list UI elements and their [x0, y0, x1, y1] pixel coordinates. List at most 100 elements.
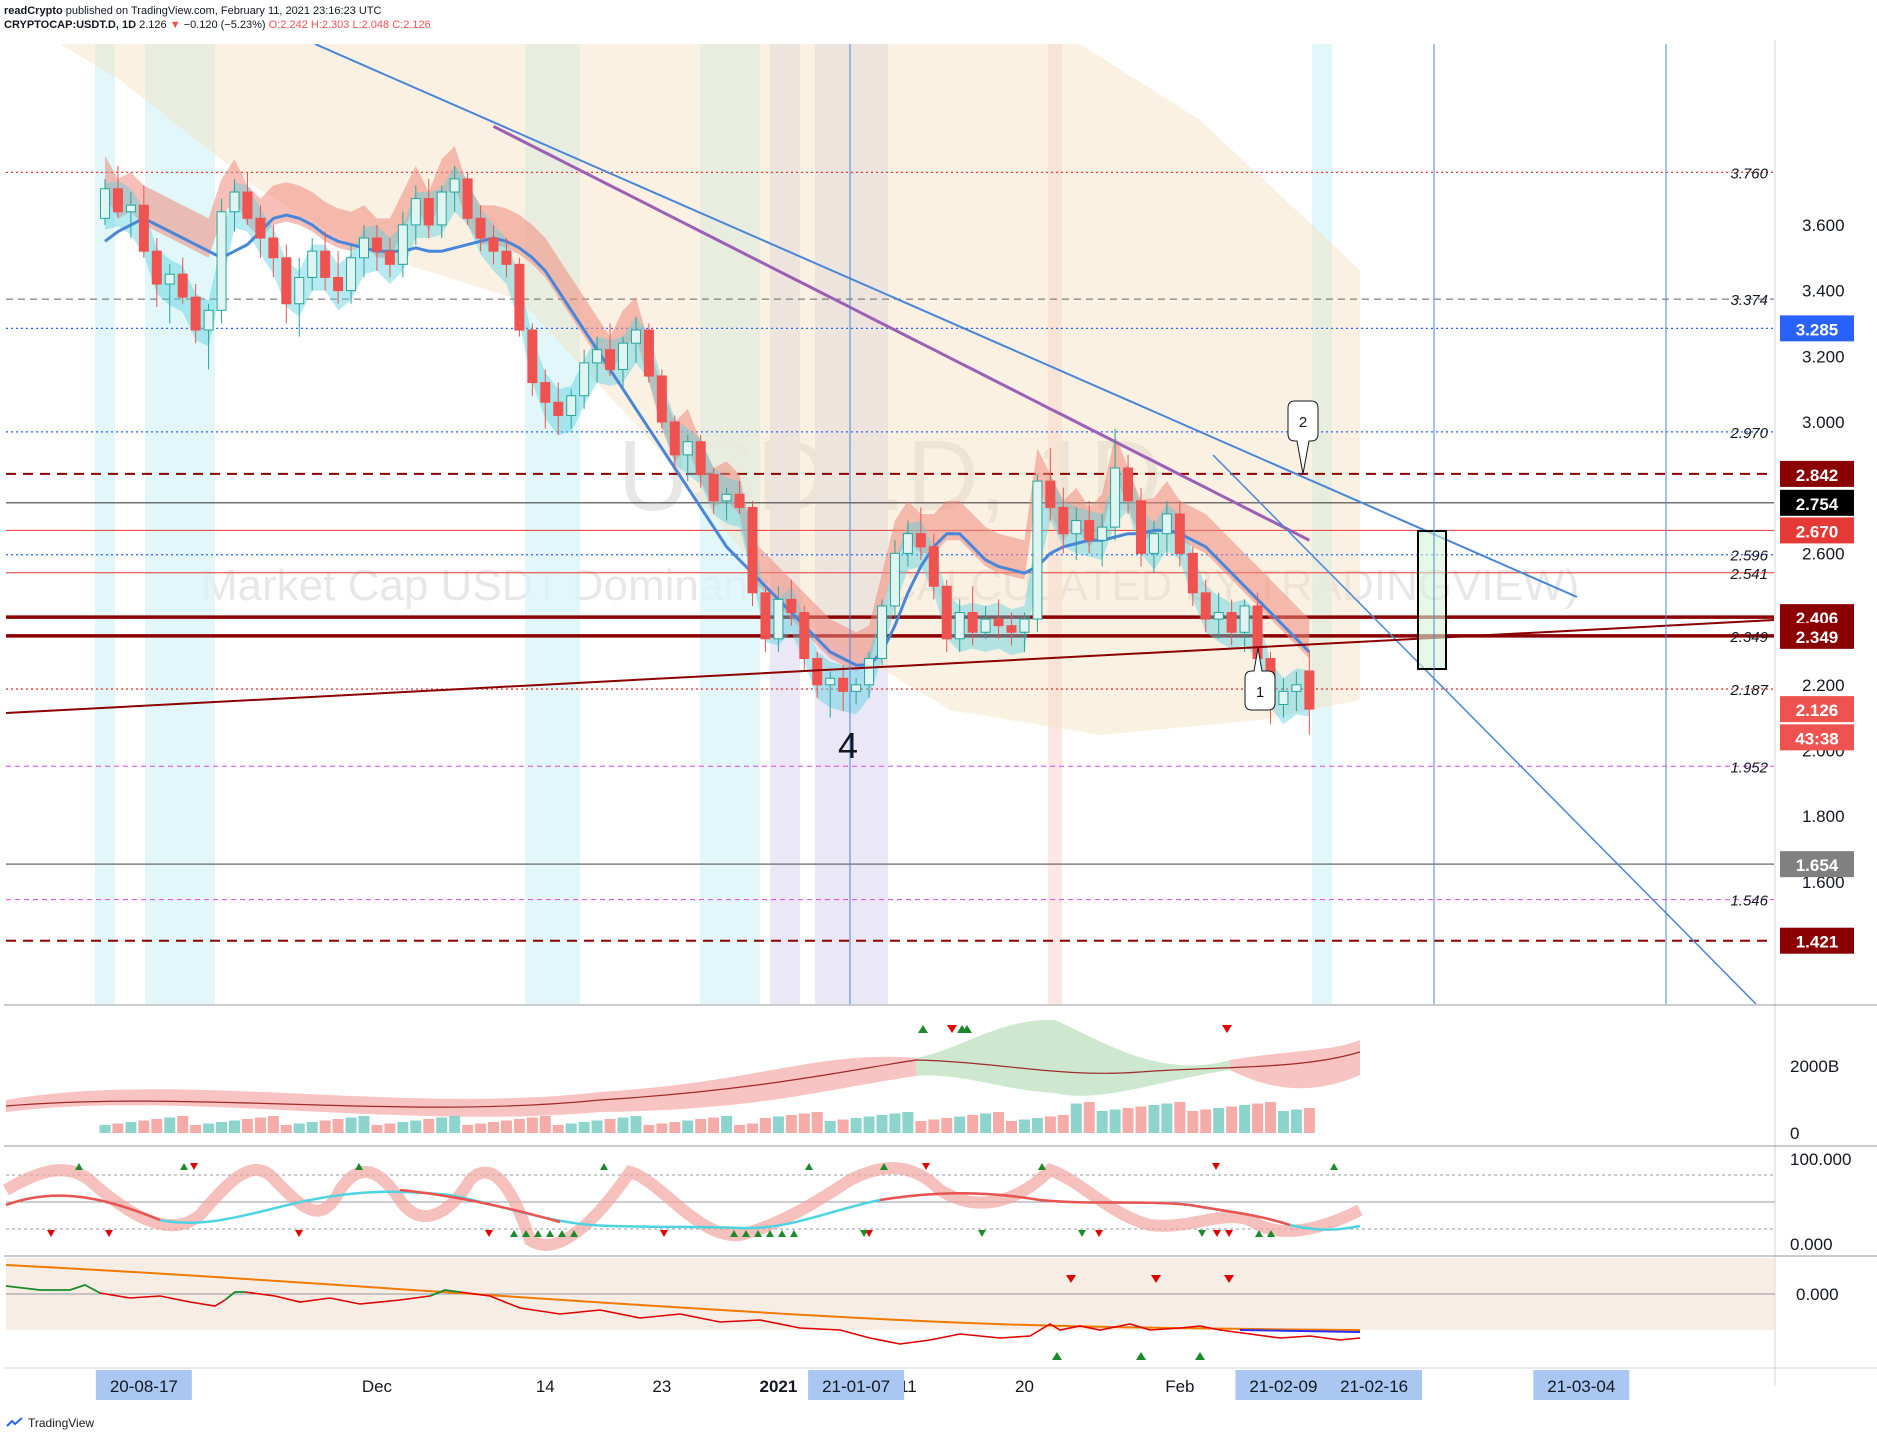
- volume-bar: [889, 1113, 901, 1133]
- candle-body: [423, 198, 434, 226]
- candle: [760, 586, 771, 652]
- down-signal-icon: [947, 1025, 957, 1033]
- price-badge-bg: [1780, 851, 1854, 878]
- published-text: published on TradingView.com, February 1…: [65, 5, 382, 17]
- footer-brand[interactable]: TradingView: [28, 1416, 95, 1430]
- candle-body: [773, 598, 784, 640]
- candle: [1304, 650, 1315, 735]
- down-signal-icon: [190, 1163, 198, 1170]
- candle: [799, 605, 810, 672]
- projection-box[interactable]: [1417, 530, 1447, 670]
- callout-1[interactable]: 1: [1244, 647, 1276, 711]
- ohlc-close: C:2.126: [392, 19, 431, 31]
- volume-bar: [1174, 1102, 1186, 1133]
- candle-body: [941, 585, 952, 640]
- volume-bar: [280, 1125, 292, 1133]
- volume-bar: [643, 1125, 655, 1133]
- up-signal-icon: [766, 1230, 774, 1237]
- candle-body: [462, 178, 473, 219]
- volume-bar: [1109, 1109, 1121, 1133]
- price-badge-bg: [1780, 315, 1854, 342]
- candle: [851, 678, 862, 705]
- time-badge-bg: [95, 1370, 192, 1400]
- volume-pane: [5, 1019, 1361, 1133]
- candle: [877, 599, 887, 666]
- candle: [682, 435, 693, 482]
- volume-bar: [954, 1116, 966, 1133]
- volume-bar: [759, 1118, 771, 1133]
- volume-bar: [190, 1125, 202, 1133]
- candle-body: [1032, 480, 1043, 620]
- up-signal-icon: [1038, 1163, 1046, 1170]
- last-price: 2.126: [139, 19, 167, 31]
- volume-bar: [500, 1120, 512, 1133]
- up-signal-icon: [1255, 1230, 1263, 1237]
- candle: [695, 435, 706, 488]
- volume-bar: [902, 1112, 914, 1133]
- candle-body: [864, 658, 875, 686]
- volume-bar: [824, 1121, 836, 1133]
- candle: [410, 185, 421, 245]
- candle: [1291, 671, 1302, 712]
- down-signal-icon: [1224, 1275, 1234, 1283]
- volume-bar: [695, 1119, 707, 1133]
- red-line: [99, 1291, 1361, 1345]
- candle-body: [1110, 467, 1121, 528]
- candle-body: [643, 329, 654, 377]
- candle: [112, 165, 123, 219]
- candle: [100, 178, 110, 225]
- candle-body: [151, 250, 162, 285]
- oscillator-pane: [2, 1162, 1775, 1251]
- level-label: 1.546: [1730, 893, 1768, 910]
- publisher[interactable]: readCrypto: [4, 5, 63, 17]
- volume-bar: [591, 1120, 603, 1133]
- candle: [307, 238, 318, 291]
- candle-body: [812, 658, 823, 686]
- price-tick: 3.400: [1802, 282, 1845, 301]
- candle: [1058, 487, 1069, 554]
- volume-bar: [1031, 1118, 1043, 1133]
- up-signal-icon: [880, 1163, 888, 1170]
- volume-bars: [99, 1102, 1315, 1133]
- volume-bar: [993, 1112, 1005, 1133]
- candles: [100, 165, 1315, 735]
- volume-bar: [1057, 1115, 1069, 1133]
- candle: [605, 323, 616, 377]
- time-axis[interactable]: Dec142320211120FebM20-08-1721-01-0721-02…: [95, 1370, 1630, 1400]
- price-badge-bg: [1780, 489, 1854, 516]
- candle-body: [980, 618, 991, 633]
- volume-bar: [578, 1122, 590, 1133]
- candle: [1278, 678, 1289, 718]
- wave-4-label: 4: [838, 725, 858, 766]
- time-badge-text: 20-08-17: [110, 1377, 178, 1396]
- volume-bar: [436, 1117, 448, 1133]
- up-signal-icon: [570, 1230, 578, 1237]
- candle: [864, 651, 875, 698]
- candle: [825, 671, 836, 718]
- time-badge: 21-02-16: [1326, 1370, 1423, 1400]
- volume-bar: [526, 1117, 538, 1133]
- candle-body: [138, 204, 149, 252]
- callout-2[interactable]: 2: [1287, 400, 1319, 475]
- volume-bar: [358, 1116, 370, 1133]
- volume-bar: [125, 1122, 137, 1133]
- volume-bar: [798, 1113, 810, 1133]
- cyan-band: [525, 44, 580, 1004]
- price-badge-bg: [1780, 927, 1854, 954]
- candle-body: [125, 204, 136, 213]
- time-tick: 2021: [759, 1377, 797, 1396]
- candle-body: [384, 250, 395, 265]
- level-label: 2.349: [1729, 629, 1768, 646]
- candle-body: [993, 618, 1004, 627]
- up-signal-icon: [790, 1230, 798, 1237]
- candle-body: [164, 273, 175, 285]
- volume-bar: [1018, 1119, 1030, 1133]
- candle: [1226, 599, 1237, 646]
- candle: [773, 586, 784, 652]
- volume-bar: [785, 1115, 797, 1133]
- pink-band: [1048, 44, 1062, 1004]
- candle: [1136, 487, 1146, 567]
- price-badge: 2.670: [1780, 517, 1854, 544]
- candle: [346, 244, 357, 304]
